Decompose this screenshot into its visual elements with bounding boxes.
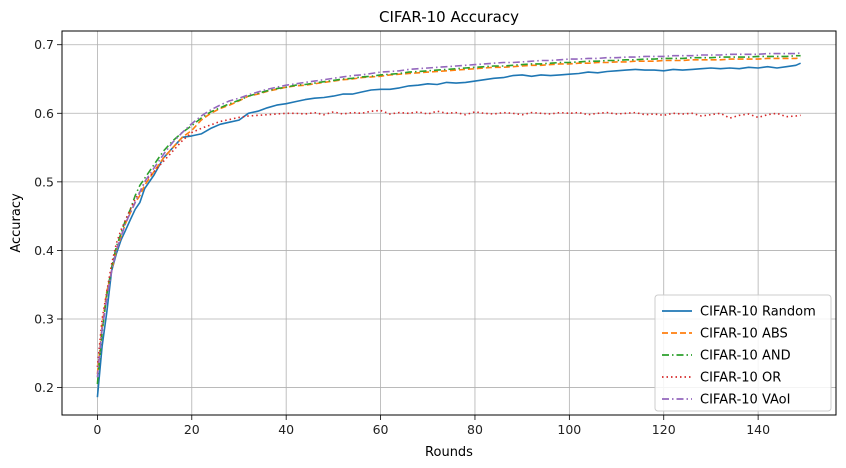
legend-box [654, 294, 832, 412]
x-tick-label: 40 [278, 422, 294, 437]
chart-title: CIFAR-10 Accuracy [379, 8, 519, 26]
legend: CIFAR-10 Random CIFAR-10 ABS CIFAR-10 AND C… [654, 294, 832, 412]
y-tick-label: 0.7 [34, 37, 54, 52]
plot-frame [61, 30, 837, 416]
x-tick-label: 120 [652, 422, 676, 437]
axis-ticks: 0 20 40 60 80 100 120 140 0.2 0.3 0.4 0.5 0.6 0.7 [34, 37, 770, 437]
x-axis-title: Rounds [425, 445, 473, 460]
series-lines [96, 52, 801, 398]
x-tick-label: 60 [373, 422, 389, 437]
y-tick-label: 0.3 [34, 312, 54, 327]
x-tick-label: 140 [746, 422, 770, 437]
x-tick-label: 80 [467, 422, 483, 437]
y-tick-label: 0.5 [34, 174, 54, 189]
legend-label: CIFAR-10 VAoI [700, 393, 790, 408]
x-tick-label: 20 [184, 422, 200, 437]
series-line-cifar-10-or [96, 109, 801, 368]
legend-label: CIFAR-10 OR [700, 371, 781, 386]
y-tick-label: 0.4 [34, 243, 54, 258]
y-tick-label: 0.6 [34, 106, 54, 121]
legend-label: CIFAR-10 ABS [700, 327, 788, 342]
y-tick-label: 0.2 [34, 380, 54, 395]
legend-label: CIFAR-10 Random [700, 305, 816, 320]
x-tick-label: 0 [93, 422, 101, 437]
series-line-cifar-10-vaoi [96, 52, 801, 378]
series-line-cifar-10-abs [96, 56, 801, 374]
x-tick-label: 100 [557, 422, 581, 437]
y-axis-title: Accuracy [9, 193, 24, 253]
legend-label: CIFAR-10 AND [700, 349, 791, 364]
